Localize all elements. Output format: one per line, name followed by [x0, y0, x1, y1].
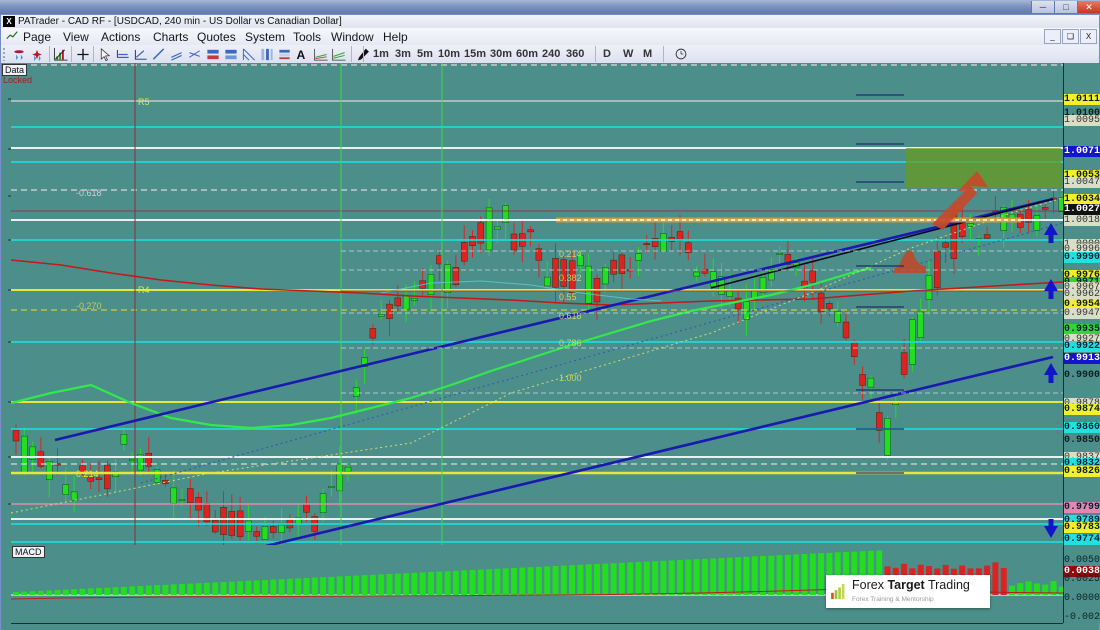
svg-text:0.786: 0.786 [559, 338, 582, 348]
svg-text:A: A [296, 48, 305, 62]
svg-text:0.55: 0.55 [559, 292, 577, 302]
svg-text:R5: R5 [138, 97, 150, 107]
svg-text:0.382: 0.382 [559, 273, 582, 283]
svg-text:0.214: 0.214 [559, 249, 582, 259]
svg-text:-0.618: -0.618 [76, 188, 102, 198]
svg-text:0.618: 0.618 [559, 311, 582, 321]
svg-text:0.214: 0.214 [76, 469, 99, 479]
svg-text:-0.270: -0.270 [76, 301, 102, 311]
svg-text:1.000: 1.000 [559, 373, 582, 383]
svg-text:R4: R4 [138, 285, 150, 295]
